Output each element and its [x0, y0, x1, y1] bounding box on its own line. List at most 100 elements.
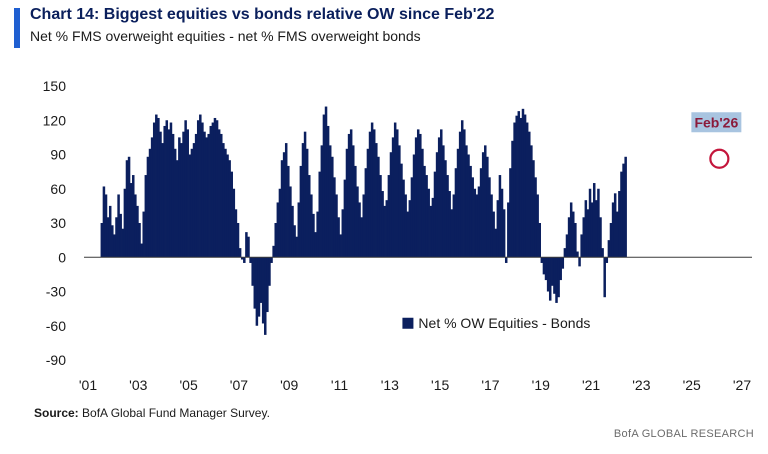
bar	[616, 211, 619, 258]
bar	[253, 257, 257, 309]
bar	[563, 248, 567, 258]
callout-box	[691, 112, 742, 133]
bar	[475, 194, 479, 258]
bar	[427, 188, 430, 258]
bar	[201, 122, 204, 258]
bar	[391, 137, 395, 258]
title-accent-bar	[14, 8, 20, 48]
bar	[611, 202, 615, 258]
bar	[536, 194, 539, 258]
bar	[364, 168, 368, 258]
bar	[618, 191, 621, 258]
bar	[456, 148, 460, 258]
bar	[502, 209, 506, 258]
bar	[261, 257, 265, 324]
bar	[192, 143, 196, 258]
bar	[572, 211, 575, 258]
bar	[601, 248, 604, 258]
bar	[150, 137, 154, 258]
bar	[339, 234, 342, 258]
bar	[102, 186, 106, 258]
bar	[230, 171, 233, 258]
bar	[220, 133, 223, 258]
x-tick-label: '19	[532, 377, 550, 393]
bar	[226, 154, 229, 258]
bar	[176, 160, 179, 258]
bar	[592, 183, 596, 258]
bar	[224, 148, 227, 258]
bar	[136, 205, 139, 258]
bar	[609, 223, 613, 258]
bar	[245, 232, 248, 258]
bar	[481, 152, 485, 258]
bar	[196, 120, 200, 258]
bar	[184, 120, 187, 258]
bar	[358, 202, 361, 258]
bar	[467, 154, 470, 258]
source-note: Source: BofA Global Fund Manager Survey.	[34, 406, 270, 420]
bar	[266, 257, 269, 313]
bar	[463, 129, 466, 258]
bar	[513, 122, 516, 258]
bar	[240, 257, 244, 260]
bar	[163, 125, 166, 258]
bar	[125, 160, 129, 258]
bar	[494, 228, 497, 258]
bar	[393, 122, 397, 258]
bar	[425, 175, 428, 258]
callout-circle	[709, 148, 730, 169]
bar	[574, 223, 577, 258]
bar	[303, 131, 307, 258]
bar	[142, 211, 145, 258]
x-tick-label: '25	[683, 377, 701, 393]
y-tick-label: 60	[50, 181, 66, 197]
bar	[406, 211, 409, 258]
bar	[343, 179, 347, 258]
bar	[548, 257, 552, 301]
x-tick-label: '21	[582, 377, 600, 393]
bar	[429, 205, 433, 258]
bar	[398, 145, 401, 258]
bar	[182, 131, 185, 258]
bar	[465, 145, 468, 258]
chart-title: Chart 14: Biggest equities vs bonds rela…	[30, 6, 495, 23]
bar	[169, 122, 173, 258]
x-tick-label: '11	[331, 377, 348, 393]
bar	[345, 148, 349, 258]
x-tick-label: '09	[280, 377, 298, 393]
bar	[282, 152, 286, 258]
bar	[318, 171, 321, 258]
bar	[354, 165, 357, 258]
bar	[530, 145, 533, 258]
bar	[213, 117, 217, 258]
bar-chart: 150 120 90 60 30 0 -30 -60 -90 '01 '03 '05 '07 '09 '11…	[43, 78, 752, 393]
bar	[385, 200, 389, 258]
bar	[599, 217, 602, 258]
bar	[402, 179, 405, 258]
bar	[238, 248, 242, 258]
bar	[123, 188, 127, 258]
bar	[159, 131, 162, 258]
bar	[540, 257, 544, 263]
y-tick-label: -90	[46, 352, 66, 368]
bar	[132, 175, 135, 258]
bar	[119, 213, 122, 258]
bar	[555, 257, 558, 303]
bar	[433, 171, 437, 258]
bar	[624, 156, 627, 258]
bar	[517, 111, 521, 258]
bar	[404, 194, 407, 258]
bar	[243, 257, 246, 263]
bar	[360, 217, 363, 258]
bar	[400, 163, 403, 258]
source-text: BofA Global Fund Manager Survey.	[78, 406, 270, 420]
bar	[370, 122, 374, 258]
x-tick-label: '13	[381, 377, 399, 393]
bar	[473, 188, 477, 258]
bar	[437, 137, 441, 258]
bar	[557, 257, 560, 298]
bar	[152, 122, 156, 258]
bar	[546, 257, 550, 292]
bar	[416, 129, 420, 258]
bar	[584, 200, 588, 258]
